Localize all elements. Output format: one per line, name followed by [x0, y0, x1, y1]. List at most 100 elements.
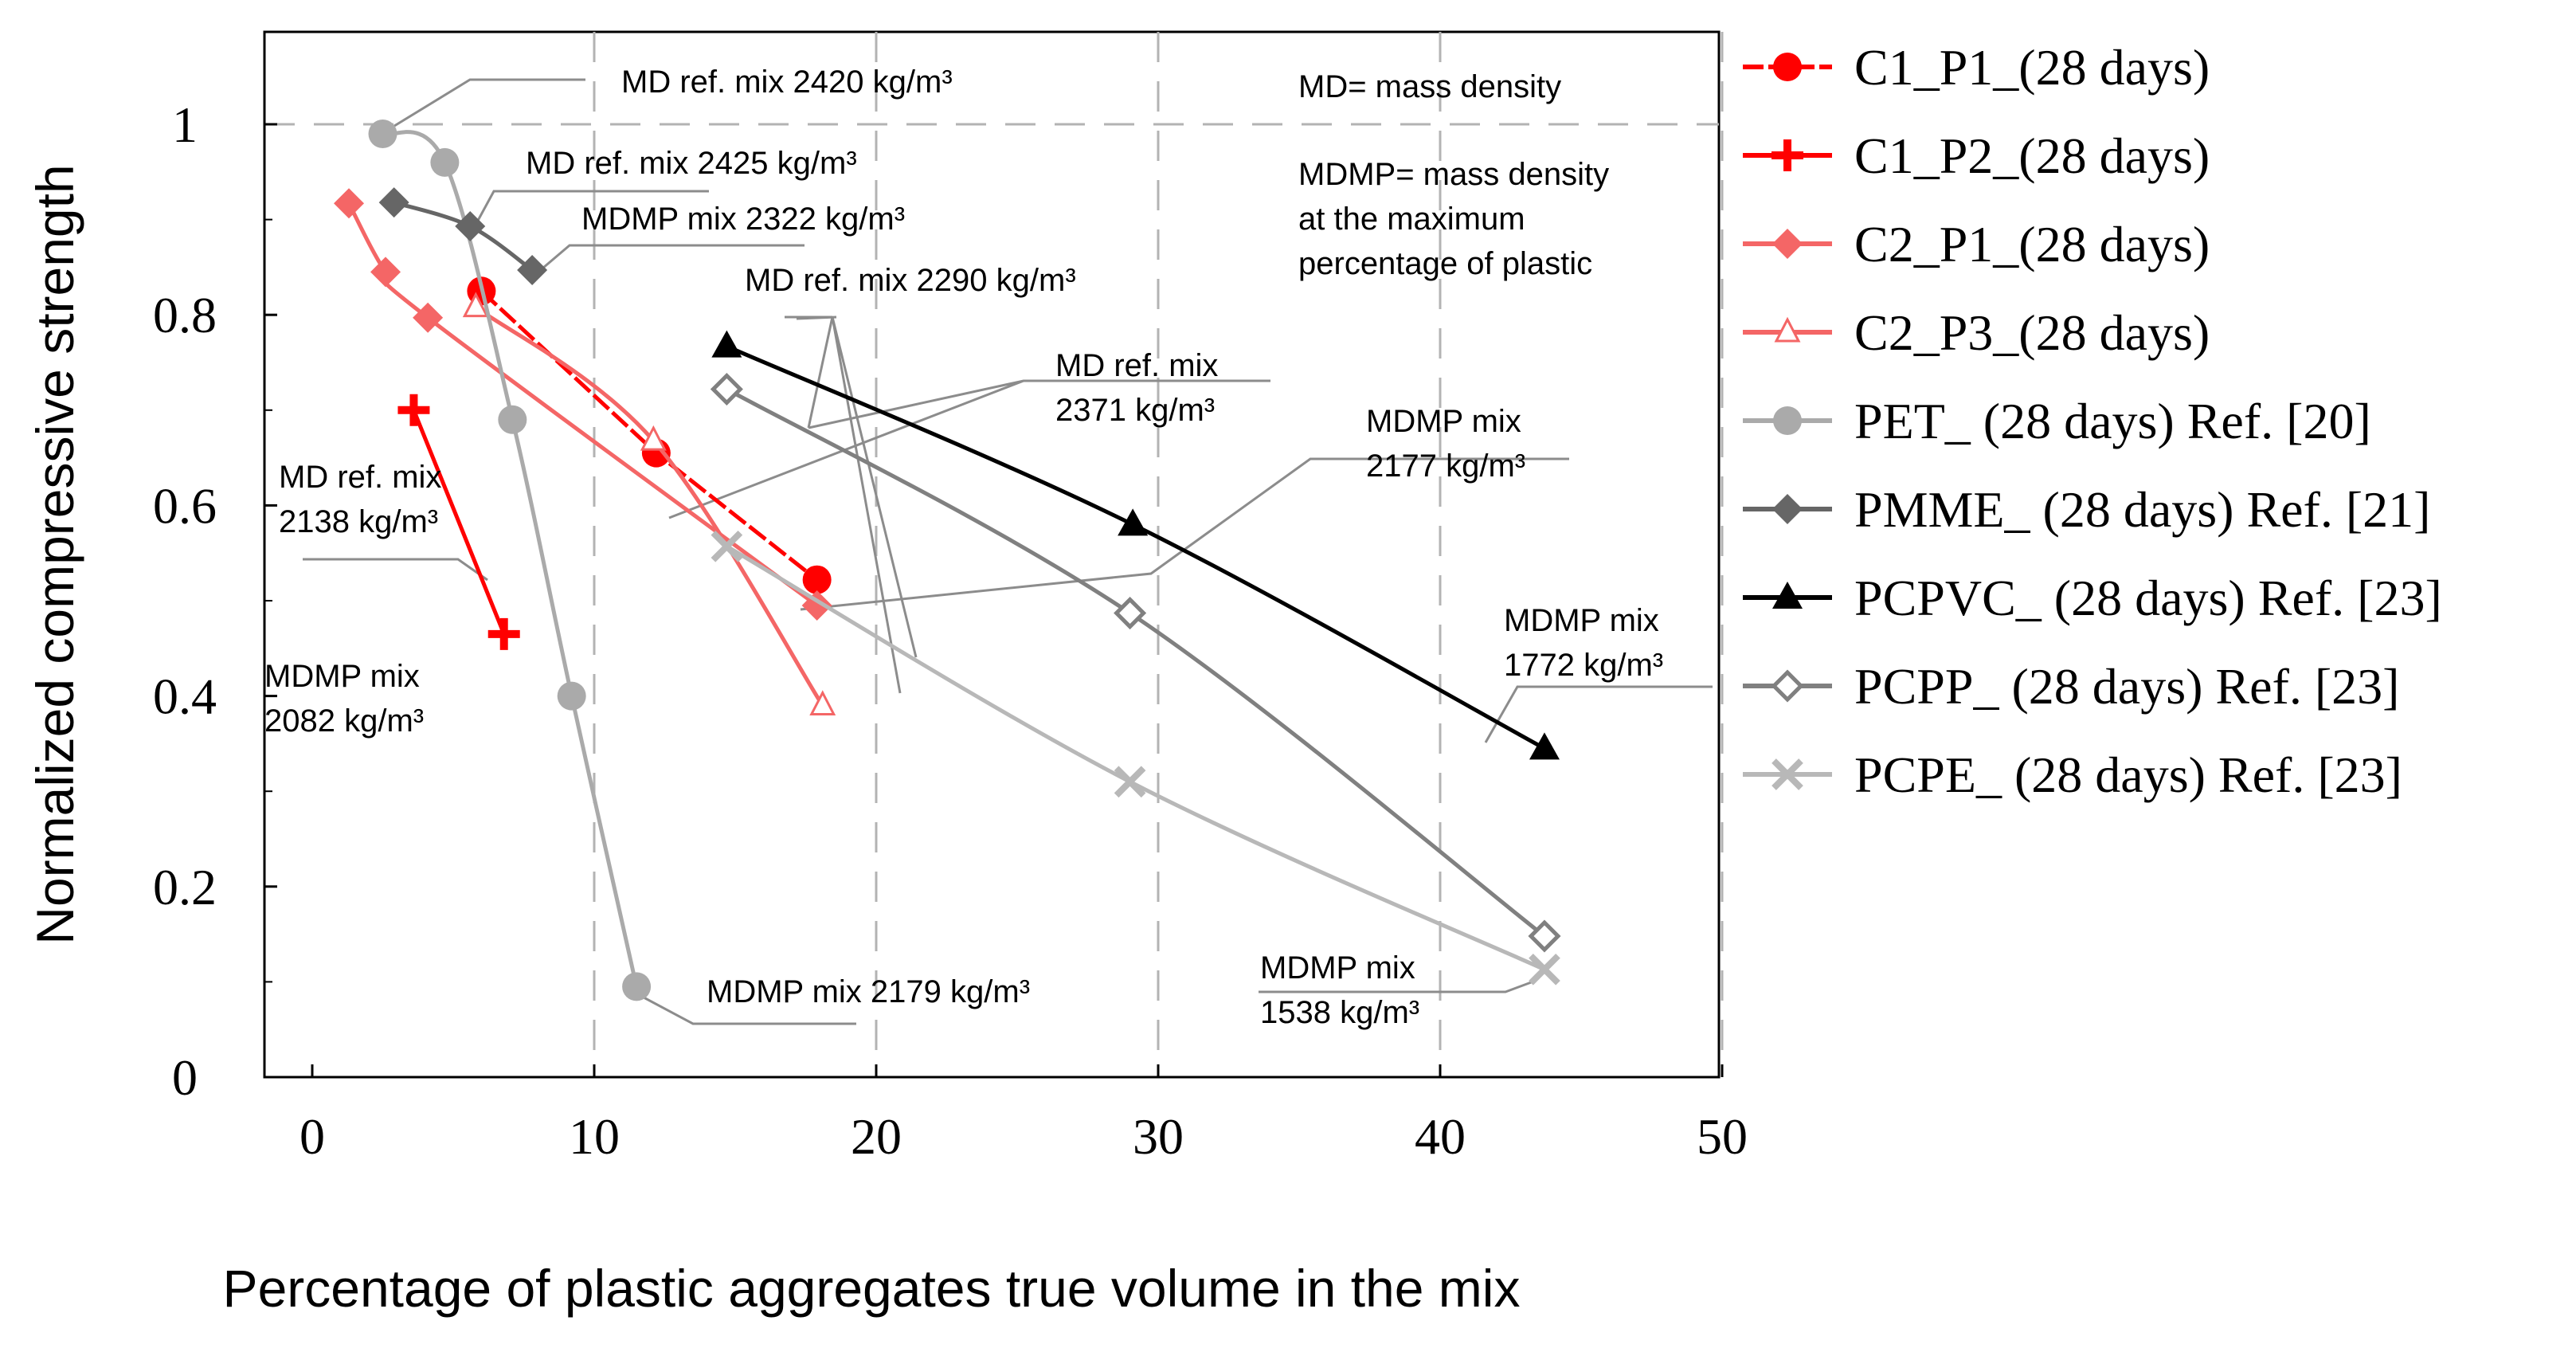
legend-item-2: C2_P1_(28 days)	[1743, 216, 2210, 272]
annotation-leader	[785, 315, 837, 320]
data-point	[640, 425, 667, 451]
legend-item-6: PCPVC_ (28 days) Ref. [23]	[1743, 570, 2442, 626]
annotation-line: MD ref. mix 2420 kg/m³	[621, 65, 953, 100]
data-point	[809, 690, 836, 716]
data-point	[1118, 508, 1149, 536]
annotation-ref-2138: MD ref. mix 2138 kg/m³	[279, 460, 441, 539]
annotation-line: MDMP mix	[1260, 950, 1415, 986]
annotation-mdmp-2322: MDMP mix 2322 kg/m³	[581, 202, 905, 237]
legend-swatch-marker	[1772, 494, 1803, 524]
legend-item-0: C1_P1_(28 days)	[1743, 39, 2210, 96]
legend-swatch-marker	[1771, 669, 1804, 703]
series-4	[368, 119, 652, 1001]
annotation-line: MD ref. mix	[1055, 348, 1218, 383]
data-point	[802, 565, 832, 594]
data-point	[1114, 597, 1147, 630]
legend-swatch-marker	[1773, 53, 1802, 81]
annotation-ref-2425: MD ref. mix 2425 kg/m³	[526, 146, 857, 181]
legend: C1_P1_(28 days) C1_P2_(28 days) C2_P1_(28 …	[1743, 39, 2442, 803]
annotation-leader	[800, 457, 1569, 611]
legend-swatch-marker	[1774, 316, 1801, 343]
data-point	[1528, 919, 1561, 953]
y-tick-label: 0	[172, 1049, 198, 1106]
data-point	[397, 394, 430, 426]
annotation-ref-2371: MD ref. mix 2371 kg/m³	[1055, 348, 1218, 428]
annotation-leader	[1259, 980, 1534, 993]
data-point	[430, 147, 460, 177]
annotation-line: 2371 kg/m³	[1055, 393, 1215, 428]
annotation-line: MDMP mix	[1366, 404, 1521, 439]
legend-label: PCPVC_ (28 days) Ref. [23]	[1854, 570, 2442, 626]
x-axis-title: Percentage of plastic aggregates true vo…	[223, 1259, 1521, 1318]
annotation-line: MD ref. mix 2290 kg/m³	[745, 263, 1076, 298]
annotation-leader	[632, 990, 856, 1025]
legend-item-3: C2_P3_(28 days)	[1743, 304, 2210, 361]
data-point	[711, 530, 743, 562]
legend-item-5: PMME_ (28 days) Ref. [21]	[1743, 481, 2430, 538]
data-point	[622, 972, 652, 1001]
annotation-leader	[472, 190, 709, 229]
data-point	[455, 210, 486, 241]
annotation-line: MD= mass density	[1298, 69, 1561, 104]
legend-label: C2_P1_(28 days)	[1854, 216, 2210, 272]
series-3	[462, 292, 836, 716]
x-tick-label: 10	[569, 1108, 620, 1165]
series-7	[710, 372, 1561, 953]
legend-swatch-marker	[1771, 139, 1803, 171]
axes: 00.20.40.60.810 10 20 30 40 50	[153, 96, 1748, 1165]
x-tick-label: 40	[1415, 1108, 1466, 1165]
annotation-line: MDMP mix 2179 kg/m³	[707, 974, 1030, 1009]
annotation-mdmp-1538: MDMP mix 1538 kg/m³	[1260, 950, 1419, 1030]
data-point	[413, 302, 444, 333]
y-tick-label: 0.2	[153, 859, 217, 915]
legend-swatch-marker	[1773, 406, 1802, 435]
legend-label: PMME_ (28 days) Ref. [21]	[1854, 481, 2430, 538]
data-point	[710, 372, 743, 406]
annotation-leader	[1484, 685, 1713, 743]
annotation-line: 2082 kg/m³	[264, 703, 424, 739]
annotation-mdmp-2177: MDMP mix 2177 kg/m³	[1366, 404, 1525, 484]
series-8	[711, 530, 1560, 986]
data-point	[370, 257, 401, 288]
data-point	[498, 405, 527, 434]
series-line	[412, 409, 507, 635]
legend-item-8: PCPE_ (28 days) Ref. [23]	[1743, 746, 2402, 803]
legend-label: PCPE_ (28 days) Ref. [23]	[1854, 746, 2402, 803]
annotation-line: at the maximum	[1298, 202, 1525, 237]
series-2	[334, 188, 832, 621]
annotation-line: 2177 kg/m³	[1366, 449, 1525, 484]
annotation-line: 1772 kg/m³	[1504, 648, 1663, 683]
legend-swatch-marker	[1772, 582, 1803, 609]
annotation-md-def: MD= mass density	[1298, 69, 1561, 104]
annotation-mdmp-2179: MDMP mix 2179 kg/m³	[707, 974, 1030, 1009]
y-tick-label: 0.8	[153, 287, 217, 343]
data-point	[557, 681, 586, 711]
annotation-line: MD ref. mix 2425 kg/m³	[526, 146, 857, 181]
data-point	[1529, 732, 1560, 760]
series-5	[378, 187, 548, 285]
legend-label: PCPP_ (28 days) Ref. [23]	[1854, 658, 2399, 715]
legend-swatch-marker	[1772, 229, 1803, 259]
annotation-line: 2138 kg/m³	[279, 504, 438, 539]
data-point	[368, 119, 397, 148]
annotation-mdmp-def: MDMP= mass density at the maximum percenta…	[1298, 157, 1609, 281]
legend-label: PET_ (28 days) Ref. [20]	[1854, 393, 2371, 449]
annotation-mdmp-1772: MDMP mix 1772 kg/m³	[1504, 603, 1663, 683]
legend-swatch-marker	[1771, 758, 1803, 790]
x-tick-label: 50	[1697, 1108, 1748, 1165]
x-tick-label: 0	[299, 1108, 325, 1165]
annotation-ref-2420: MD ref. mix 2420 kg/m³	[621, 65, 953, 100]
series-layer	[334, 119, 1561, 1001]
annotation-ref-2290: MD ref. mix 2290 kg/m³	[745, 263, 1076, 298]
annotation-line: MDMP mix 2322 kg/m³	[581, 202, 905, 237]
legend-item-4: PET_ (28 days) Ref. [20]	[1743, 393, 2371, 449]
data-point	[1114, 766, 1146, 798]
annotations: MD ref. mix 2420 kg/m³ MD ref. mix 2425 k…	[264, 65, 1663, 1030]
annotation-line: percentage of plastic	[1298, 246, 1592, 281]
data-point	[517, 254, 548, 285]
annotation-leaders	[303, 78, 1713, 1025]
series-6	[711, 330, 1560, 760]
data-point	[801, 590, 832, 621]
legend-item-1: C1_P2_(28 days)	[1743, 127, 2210, 184]
